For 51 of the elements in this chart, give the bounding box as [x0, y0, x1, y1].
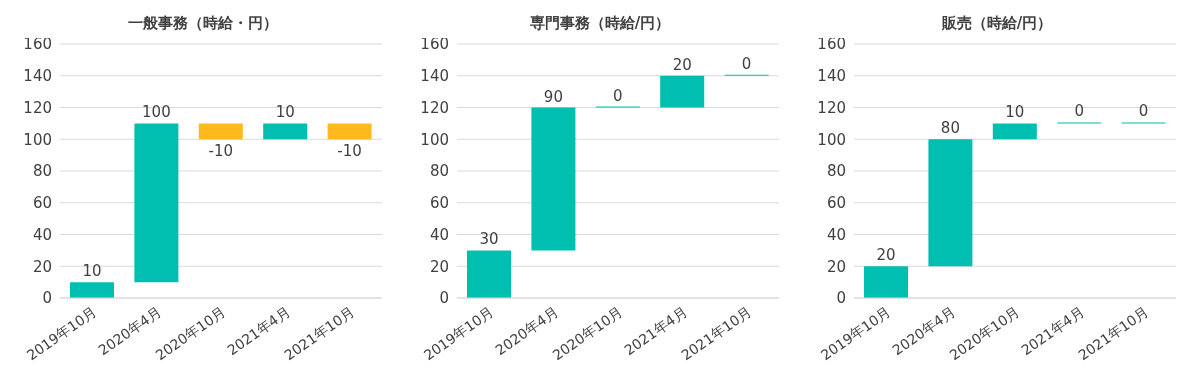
chart-title: 一般事務（時給・円）	[128, 14, 278, 32]
bar	[531, 107, 576, 251]
bar	[928, 139, 973, 267]
y-tick-label: 60	[429, 194, 449, 213]
data-label: 10	[1005, 103, 1025, 122]
bar	[660, 75, 705, 108]
data-label: 0	[1074, 102, 1084, 121]
y-tick-label: 20	[826, 257, 846, 276]
data-label: 0	[613, 86, 623, 105]
data-label: 20	[672, 55, 692, 74]
y-tick-label: 140	[420, 67, 449, 86]
y-tick-label: 160	[23, 35, 52, 54]
data-label: 80	[940, 119, 960, 138]
bar	[467, 250, 511, 298]
y-tick-label: 40	[826, 225, 846, 244]
y-tick-label: 100	[420, 130, 449, 149]
data-label: 90	[543, 87, 563, 106]
y-tick-label: 100	[817, 130, 846, 149]
data-label: 30	[479, 230, 499, 249]
y-tick-label: 0	[439, 289, 449, 308]
y-tick-label: 20	[32, 257, 52, 276]
chart-title: 販売（時給/円）	[941, 14, 1053, 32]
y-tick-label: 160	[420, 35, 449, 54]
y-tick-label: 40	[429, 225, 449, 244]
chart-title: 専門事務（時給/円）	[529, 14, 671, 32]
data-label: 20	[876, 246, 896, 265]
data-label: 0	[1138, 102, 1149, 121]
bar	[864, 266, 908, 298]
y-tick-label: 80	[826, 162, 846, 181]
data-label: 10	[275, 103, 295, 122]
y-tick-label: 60	[32, 194, 52, 213]
y-tick-label: 120	[817, 98, 846, 117]
data-label: 10	[82, 262, 102, 281]
y-tick-label: 20	[429, 257, 449, 276]
y-tick-label: 60	[826, 194, 846, 213]
y-tick-label: 120	[420, 98, 449, 117]
data-label: 0	[741, 54, 752, 73]
data-label: 100	[142, 103, 171, 122]
y-tick-label: 100	[23, 130, 52, 149]
y-tick-label: 40	[32, 225, 52, 244]
data-label: -10	[208, 142, 234, 161]
y-tick-label: 80	[32, 162, 52, 181]
y-tick-label: 0	[836, 289, 846, 308]
y-tick-label: 0	[42, 289, 52, 308]
bar	[992, 123, 1037, 140]
y-tick-label: 140	[23, 67, 52, 86]
y-tick-label: 120	[23, 98, 52, 117]
data-label: -10	[337, 142, 362, 161]
y-tick-label: 160	[817, 35, 846, 54]
y-tick-label: 80	[429, 162, 449, 181]
y-tick-label: 140	[817, 67, 846, 86]
